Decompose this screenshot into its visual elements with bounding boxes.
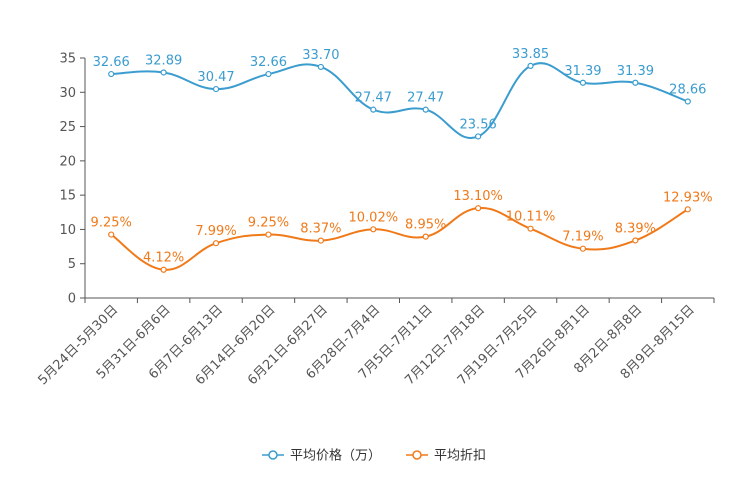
data-label: 33.85 [512,47,549,62]
data-point [632,237,639,244]
legend-label: 平均价格（万） [290,448,381,464]
y-tick-label: 15 [59,189,76,204]
data-point [684,98,691,105]
data-label: 4.12% [143,251,184,266]
data-point [160,266,167,273]
data-label: 27.47 [407,91,444,106]
data-point [370,226,377,233]
data-label: 32.89 [145,53,182,68]
data-label: 8.37% [300,222,341,237]
y-tick-label: 10 [59,223,76,238]
data-label: 10.02% [349,210,399,225]
data-point [684,206,691,213]
data-point [108,70,115,78]
legend-label: 平均折扣 [434,449,486,464]
chart-series: 32.66 32.89 30.47 32.66 33.70 27.47 27.47 23.56… [91,47,713,273]
data-label: 28.66 [669,82,706,97]
chart-legend[interactable]: 平均价格（万） 平均折扣 [262,448,486,464]
data-point [527,225,534,232]
y-tick-label: 5 [68,257,76,272]
y-tick-label: 35 [59,52,76,67]
data-label: 9.25% [248,216,289,231]
data-point [317,63,324,71]
series-1: 32.66 32.89 30.47 32.66 33.70 27.47 27.47 23.56… [93,47,706,140]
data-label: 23.56 [460,117,497,132]
legend-marker-icon [412,450,422,460]
data-point [212,85,220,93]
data-point [160,69,167,76]
data-point [475,205,482,212]
legend-item-2[interactable]: 平均折扣 [406,449,486,464]
data-point [422,233,429,240]
data-label: 8.95% [405,218,446,233]
data-point [317,237,324,244]
data-label: 7.99% [195,224,236,239]
y-tick-label: 20 [59,154,76,169]
data-label: 8.39% [615,221,656,236]
y-tick-label: 30 [59,86,76,101]
data-label: 33.70 [302,48,339,63]
data-point [422,106,429,113]
y-tick-label: 25 [59,120,76,135]
data-point [108,231,115,238]
legend-marker-icon [268,450,278,460]
data-label: 12.93% [663,190,713,205]
data-label: 7.19% [562,230,603,245]
data-label: 13.10% [453,189,503,204]
data-point [632,79,639,86]
data-label: 32.66 [250,55,287,70]
series-2: 9.25% 4.12% 7.99% 9.25% 8.37% 10.02% 8.95% 13.1… [91,189,713,273]
data-label: 27.47 [355,91,392,106]
data-point [579,79,587,86]
data-label: 31.39 [564,64,601,79]
data-label: 10.11% [506,210,556,225]
data-point [212,240,220,247]
data-point [265,231,272,238]
data-label: 9.25% [91,216,132,231]
data-point [475,133,482,140]
data-label: 31.39 [617,64,654,79]
data-point [370,106,377,113]
data-label: 32.66 [93,55,130,70]
data-label: 30.47 [197,70,234,85]
data-point [265,70,272,78]
y-tick-label: 0 [68,292,76,307]
legend-item-1[interactable]: 平均价格（万） [262,448,381,464]
data-point [579,245,587,252]
data-point [527,62,534,69]
